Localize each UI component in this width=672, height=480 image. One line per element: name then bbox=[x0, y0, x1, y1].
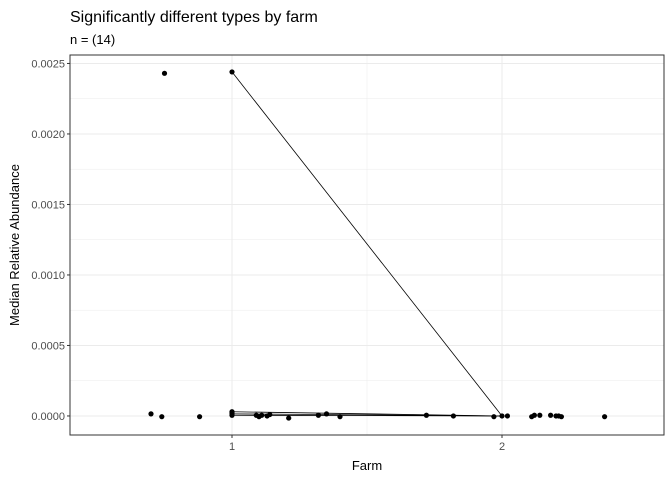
chart-subtitle: n = (14) bbox=[70, 32, 115, 47]
data-point bbox=[450, 413, 456, 419]
data-point bbox=[499, 413, 505, 419]
x-tick-label: 1 bbox=[229, 441, 235, 453]
y-tick-label: 0.0025 bbox=[31, 58, 65, 70]
data-point bbox=[323, 411, 330, 417]
data-point bbox=[259, 412, 265, 418]
data-point bbox=[491, 414, 497, 420]
y-tick-label: 0.0020 bbox=[31, 129, 65, 141]
data-point bbox=[602, 414, 608, 420]
data-point bbox=[229, 412, 235, 418]
data-point bbox=[267, 411, 273, 418]
series-lines bbox=[231, 71, 503, 417]
data-point bbox=[161, 70, 168, 76]
y-tick-label: 0.0005 bbox=[31, 340, 65, 352]
data-point bbox=[337, 414, 343, 420]
y-tick-label: 0.0015 bbox=[31, 199, 65, 211]
data-point bbox=[423, 412, 429, 418]
data-point bbox=[159, 414, 165, 420]
series-line bbox=[231, 71, 503, 417]
data-point bbox=[229, 69, 235, 75]
plot-border bbox=[69, 54, 665, 436]
data-point bbox=[531, 412, 538, 418]
data-point bbox=[148, 411, 154, 417]
y-axis: 0.0000 0.0005 0.0010 0.0015 0.0020 0.0025 bbox=[31, 58, 70, 423]
chart-title: Significantly different types by farm bbox=[70, 9, 318, 26]
x-axis-label: Farm bbox=[352, 458, 382, 473]
data-points bbox=[148, 69, 608, 421]
data-point bbox=[197, 414, 203, 420]
data-point bbox=[315, 412, 321, 418]
y-tick-label: 0.0010 bbox=[31, 270, 65, 282]
grid bbox=[70, 55, 664, 435]
x-tick-label: 2 bbox=[499, 441, 505, 453]
series-line bbox=[231, 414, 503, 417]
data-point bbox=[548, 412, 554, 418]
data-point bbox=[286, 415, 292, 421]
data-point bbox=[537, 412, 543, 418]
y-tick-label: 0.0000 bbox=[31, 411, 65, 423]
y-axis-label: Median Relative Abundance bbox=[7, 164, 22, 326]
data-point bbox=[558, 414, 565, 420]
data-point bbox=[504, 413, 510, 419]
